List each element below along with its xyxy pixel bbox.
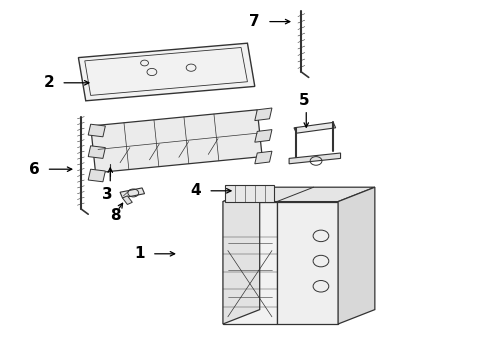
- Polygon shape: [255, 108, 272, 121]
- Text: 3: 3: [102, 187, 113, 202]
- Polygon shape: [277, 202, 338, 324]
- Text: 8: 8: [110, 208, 121, 224]
- Text: 4: 4: [191, 183, 201, 198]
- Polygon shape: [223, 187, 260, 324]
- Polygon shape: [122, 196, 132, 204]
- Polygon shape: [294, 122, 336, 133]
- Polygon shape: [338, 187, 375, 324]
- Polygon shape: [289, 153, 341, 164]
- Polygon shape: [225, 185, 274, 202]
- Text: 5: 5: [298, 93, 309, 108]
- Polygon shape: [223, 187, 375, 202]
- Polygon shape: [255, 151, 272, 164]
- Polygon shape: [88, 146, 105, 158]
- Polygon shape: [78, 43, 255, 101]
- Polygon shape: [255, 130, 272, 142]
- Text: 7: 7: [249, 14, 260, 29]
- Text: 2: 2: [44, 75, 54, 90]
- Polygon shape: [88, 169, 105, 182]
- Polygon shape: [88, 124, 105, 137]
- Polygon shape: [223, 202, 277, 324]
- Polygon shape: [91, 110, 262, 173]
- Text: 1: 1: [134, 246, 145, 261]
- Polygon shape: [120, 188, 145, 198]
- Polygon shape: [85, 48, 247, 95]
- Text: 6: 6: [29, 162, 40, 177]
